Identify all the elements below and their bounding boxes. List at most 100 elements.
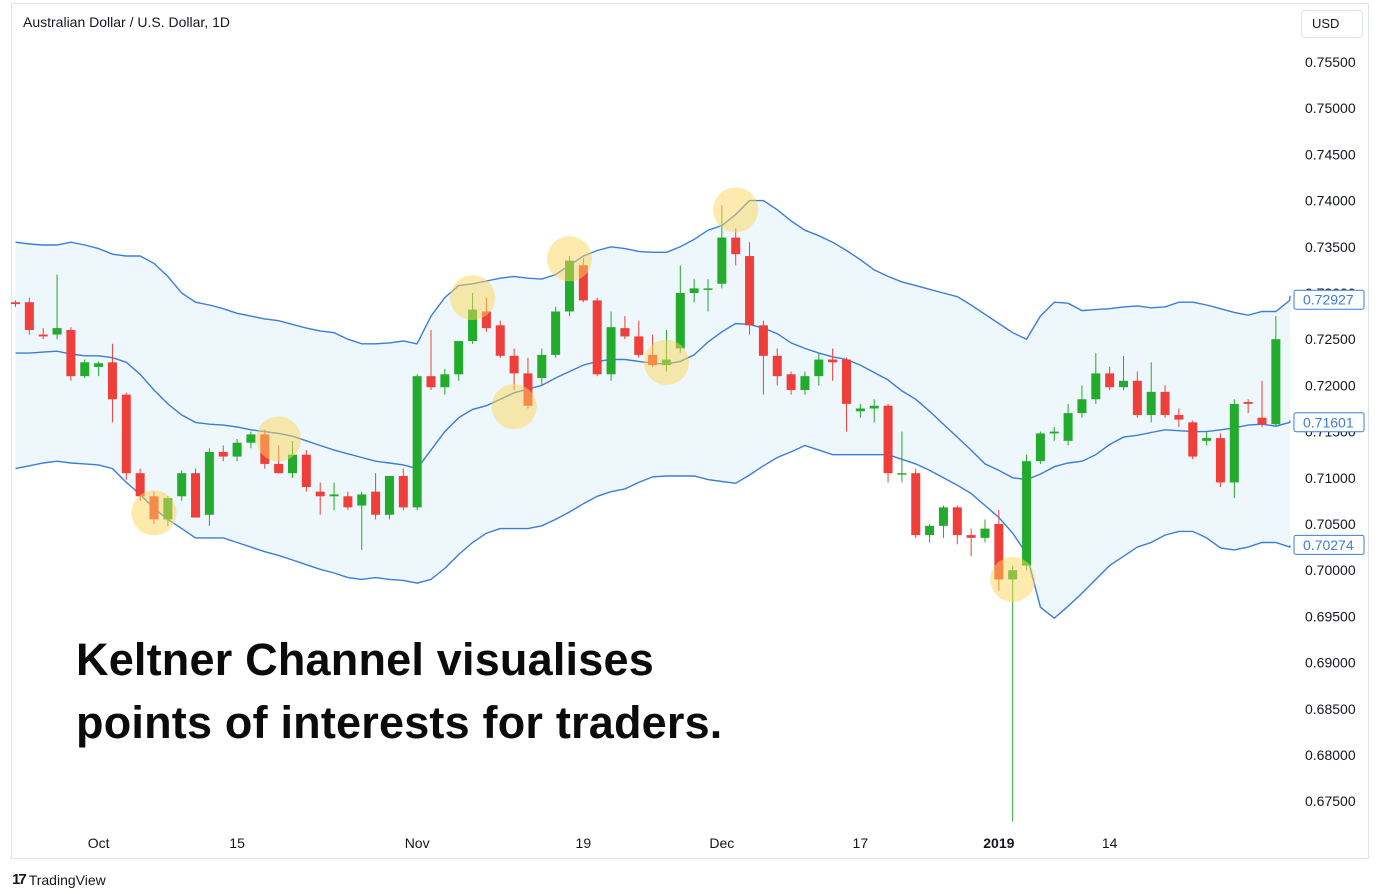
- candle-body: [1105, 373, 1115, 388]
- price-tag: 0.70274: [1293, 534, 1365, 555]
- candle-body: [1049, 431, 1059, 434]
- candle-body: [426, 376, 436, 388]
- candle-body: [883, 405, 893, 474]
- candle-body: [1271, 339, 1281, 425]
- candle: [1119, 355, 1128, 391]
- candle: [1202, 431, 1212, 446]
- currency-button[interactable]: USD: [1301, 10, 1363, 38]
- candle: [869, 399, 879, 423]
- candle-body: [191, 473, 201, 518]
- candle: [1215, 433, 1225, 488]
- candle-body: [1174, 414, 1184, 420]
- candle: [1008, 565, 1018, 822]
- candle-body: [800, 376, 810, 391]
- candle: [1257, 380, 1267, 427]
- candle: [398, 468, 408, 511]
- candle: [66, 327, 76, 381]
- candle: [440, 368, 450, 395]
- candle: [592, 297, 602, 377]
- candle: [38, 328, 48, 340]
- x-tick-label: 15: [229, 835, 245, 851]
- x-tick-label: 19: [576, 835, 592, 851]
- highlight-marker: [713, 187, 759, 233]
- channel-fill: [15, 200, 1290, 619]
- candle-body: [1077, 399, 1087, 414]
- candle-body: [786, 374, 796, 391]
- candle: [814, 353, 824, 386]
- y-tick-label: 0.71000: [1305, 470, 1356, 486]
- candle-body: [537, 354, 547, 379]
- y-tick-label: 0.70000: [1305, 562, 1356, 578]
- candle-body: [412, 376, 422, 508]
- candle: [925, 524, 935, 543]
- candle: [1105, 366, 1115, 391]
- candle-body: [938, 507, 948, 526]
- highlight-marker: [990, 556, 1036, 602]
- candle-body: [343, 496, 353, 508]
- candle-body: [1229, 403, 1239, 483]
- y-tick-label: 0.70500: [1305, 516, 1356, 532]
- candle: [357, 491, 367, 550]
- candle-body: [994, 524, 1004, 580]
- candle: [454, 341, 464, 381]
- candle-body: [772, 355, 782, 377]
- tradingview-logo-icon: 17: [12, 871, 27, 888]
- candle: [1132, 371, 1142, 418]
- x-tick-label: 2019: [983, 835, 1014, 851]
- y-tick-label: 0.75000: [1305, 100, 1356, 116]
- candle: [1174, 408, 1184, 427]
- y-tick-label: 0.73500: [1305, 239, 1356, 255]
- candle: [24, 297, 34, 335]
- candle-body: [1146, 391, 1156, 415]
- candle: [1243, 399, 1253, 414]
- candle: [966, 528, 976, 557]
- candle-body: [1188, 422, 1198, 457]
- y-tick-label: 0.68000: [1305, 747, 1356, 763]
- candle: [329, 482, 339, 511]
- candle: [800, 371, 810, 395]
- y-tick-label: 0.74500: [1305, 146, 1356, 162]
- candle-body: [454, 341, 464, 375]
- candle: [232, 438, 242, 462]
- x-tick-label: Nov: [405, 835, 430, 851]
- candle: [897, 431, 907, 483]
- candle-body: [481, 311, 491, 329]
- x-tick-label: 17: [853, 835, 869, 851]
- candle: [371, 473, 381, 520]
- candle-body: [1243, 402, 1253, 404]
- candle: [731, 228, 741, 266]
- y-tick-label: 0.75500: [1305, 54, 1356, 70]
- candle: [426, 329, 436, 391]
- price-tag-box: [1293, 289, 1365, 310]
- candle: [11, 300, 20, 307]
- candle-body: [1022, 461, 1032, 566]
- candle: [177, 470, 187, 501]
- candle: [842, 357, 851, 432]
- candle: [343, 491, 353, 511]
- highlight-marker: [491, 384, 537, 430]
- y-tick-label: 0.74000: [1305, 193, 1356, 209]
- price-tag-label: 0.71601: [1303, 414, 1354, 430]
- candle: [786, 371, 796, 395]
- candle-body: [495, 325, 505, 356]
- candle: [745, 242, 755, 335]
- candle-body: [384, 475, 394, 515]
- candle-body: [689, 288, 699, 293]
- tradingview-watermark: 17 TradingView: [12, 871, 106, 888]
- candle-body: [828, 359, 838, 363]
- y-tick-label: 0.69500: [1305, 608, 1356, 624]
- candle: [107, 343, 117, 423]
- candle: [1063, 403, 1073, 446]
- candle: [495, 320, 505, 358]
- candle-body: [565, 260, 574, 312]
- candle: [1160, 385, 1170, 418]
- candle: [634, 320, 644, 358]
- candle: [938, 505, 948, 538]
- candle: [1077, 385, 1087, 418]
- candle-body: [11, 302, 20, 305]
- candle: [1091, 353, 1101, 404]
- candle: [80, 359, 90, 379]
- candle-body: [814, 359, 824, 377]
- candle-body: [218, 451, 228, 457]
